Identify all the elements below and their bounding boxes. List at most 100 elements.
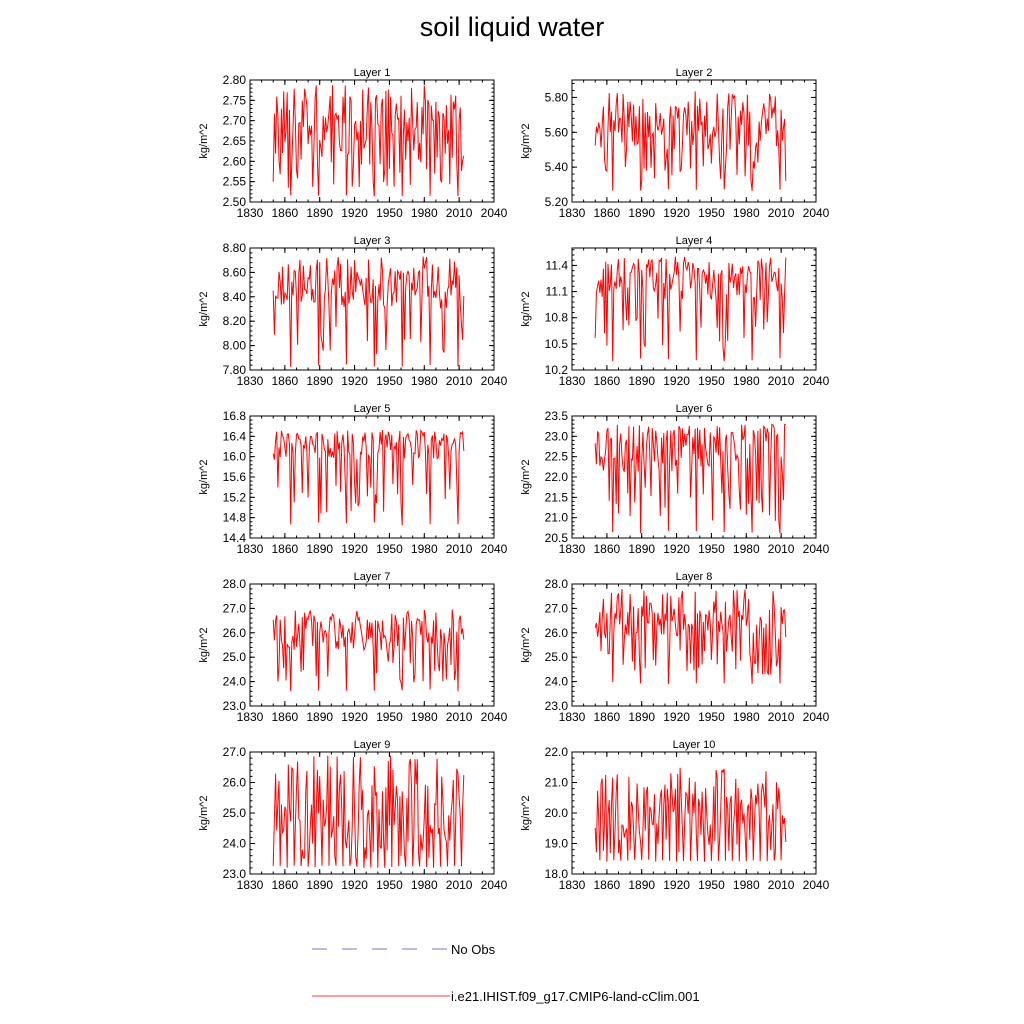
y-tick-label: 2.75 <box>223 93 247 107</box>
y-tick-label: 5.20 <box>545 195 569 209</box>
y-tick-label: 11.4 <box>546 258 569 272</box>
y-tick-label: 11.1 <box>546 285 569 299</box>
x-tick-label: 1860 <box>272 542 299 556</box>
x-tick-label: 2040 <box>803 878 830 892</box>
y-tick-label: 18.0 <box>545 867 569 881</box>
panel-layer-4: Layer 4 kg/m^2 1830 1860 1890 1920 1950 1980 201… <box>520 235 830 388</box>
x-tick-label: 1920 <box>663 710 690 724</box>
y-axis-label: kg/m^2 <box>198 459 210 494</box>
x-tick-label: 1830 <box>559 374 586 388</box>
y-tick-label: 8.00 <box>223 339 247 353</box>
y-tick-label: 15.6 <box>223 470 247 484</box>
series-line-model <box>594 256 787 362</box>
y-tick-label: 26.0 <box>545 626 569 640</box>
y-tick-label: 27.0 <box>223 601 247 615</box>
series-line-model <box>594 423 786 534</box>
x-tick-label: 1920 <box>663 878 690 892</box>
y-tick-label: 22.5 <box>545 450 569 464</box>
x-tick-label: 2010 <box>446 710 473 724</box>
x-tick-label: 1860 <box>594 710 621 724</box>
x-tick-label: 2040 <box>803 374 830 388</box>
x-tick-label: 1890 <box>628 710 655 724</box>
panel-title: Layer 10 <box>673 739 716 751</box>
panel-title: Layer 5 <box>354 403 391 415</box>
x-tick-label: 2010 <box>768 710 795 724</box>
x-tick-label: 1860 <box>594 206 621 220</box>
x-tick-label: 2040 <box>481 710 508 724</box>
x-tick-label: 2040 <box>481 206 508 220</box>
x-tick-label: 2040 <box>803 710 830 724</box>
y-tick-label: 16.0 <box>223 450 247 464</box>
y-axis-label: kg/m^2 <box>520 627 532 662</box>
x-tick-label: 2010 <box>768 206 795 220</box>
y-tick-label: 15.2 <box>223 490 247 504</box>
x-tick-label: 1860 <box>594 542 621 556</box>
x-tick-label: 2010 <box>446 206 473 220</box>
x-tick-label: 1860 <box>594 878 621 892</box>
y-tick-label: 16.4 <box>223 429 247 443</box>
x-tick-label: 2010 <box>446 542 473 556</box>
panel-title: Layer 4 <box>676 235 713 247</box>
y-tick-label: 28.0 <box>223 577 247 591</box>
series-line-model <box>594 91 787 191</box>
y-tick-label: 8.40 <box>223 290 247 304</box>
y-axis-label: kg/m^2 <box>520 123 532 158</box>
x-tick-label: 1860 <box>272 374 299 388</box>
x-tick-label: 1830 <box>559 878 586 892</box>
x-tick-label: 1920 <box>663 542 690 556</box>
panel-title: Layer 7 <box>354 571 391 583</box>
series-line-model <box>594 588 787 685</box>
panel-layer-6: Layer 6 kg/m^2 1830 1860 1890 1920 1950 1980 201… <box>520 403 830 556</box>
panel-title: Layer 8 <box>676 571 713 583</box>
x-tick-label: 2040 <box>803 542 830 556</box>
x-tick-label: 1890 <box>306 710 333 724</box>
panel-layer-3: Layer 3 kg/m^2 1830 1860 1890 1920 1950 1980 201… <box>198 235 508 388</box>
x-tick-label: 2010 <box>768 374 795 388</box>
plot-frame <box>571 79 817 203</box>
x-tick-label: 1920 <box>341 878 368 892</box>
series-line-model <box>594 767 787 862</box>
y-tick-label: 25.0 <box>223 806 247 820</box>
x-tick-label: 1830 <box>237 374 264 388</box>
x-tick-label: 1860 <box>594 374 621 388</box>
chart-title: soil liquid water <box>419 12 605 42</box>
x-tick-label: 1830 <box>559 206 586 220</box>
series-line-model <box>272 85 465 197</box>
y-tick-label: 23.0 <box>223 867 247 881</box>
plot-frame <box>249 247 495 371</box>
panel-layer-8: Layer 8 kg/m^2 1830 1860 1890 1920 1950 1980 201… <box>520 571 830 724</box>
series-line-model <box>272 256 465 367</box>
panel-title: Layer 6 <box>676 403 713 415</box>
x-tick-label: 1980 <box>733 542 760 556</box>
x-tick-label: 1830 <box>237 206 264 220</box>
x-tick-label: 1890 <box>628 374 655 388</box>
y-tick-label: 16.8 <box>223 409 247 423</box>
y-tick-label: 25.0 <box>545 650 569 664</box>
y-tick-label: 8.20 <box>223 314 247 328</box>
y-tick-label: 28.0 <box>545 577 569 591</box>
y-tick-label: 26.0 <box>223 626 247 640</box>
x-tick-label: 1980 <box>733 374 760 388</box>
x-tick-label: 1980 <box>411 710 438 724</box>
x-tick-label: 2010 <box>768 878 795 892</box>
x-tick-label: 1920 <box>341 710 368 724</box>
x-tick-label: 2040 <box>803 206 830 220</box>
x-tick-label: 2010 <box>446 374 473 388</box>
panel-layer-5: Layer 5 kg/m^2 1830 1860 1890 1920 1950 1980 201… <box>198 403 508 556</box>
x-tick-label: 1950 <box>698 374 725 388</box>
x-tick-label: 1950 <box>698 206 725 220</box>
y-tick-label: 14.4 <box>223 531 247 545</box>
series-line-model <box>272 755 465 868</box>
panel-layer-9: Layer 9 kg/m^2 1830 1860 1890 1920 1950 1980 201… <box>198 739 508 892</box>
y-axis-label: kg/m^2 <box>520 795 532 830</box>
x-tick-label: 2040 <box>481 374 508 388</box>
y-tick-label: 2.50 <box>223 195 247 209</box>
x-tick-label: 2040 <box>481 878 508 892</box>
x-tick-label: 1950 <box>698 710 725 724</box>
y-tick-label: 24.0 <box>223 837 247 851</box>
y-axis-label: kg/m^2 <box>198 627 210 662</box>
x-tick-label: 1890 <box>306 542 333 556</box>
y-tick-label: 19.0 <box>545 837 569 851</box>
y-tick-label: 24.0 <box>545 675 569 689</box>
x-tick-label: 1890 <box>306 206 333 220</box>
